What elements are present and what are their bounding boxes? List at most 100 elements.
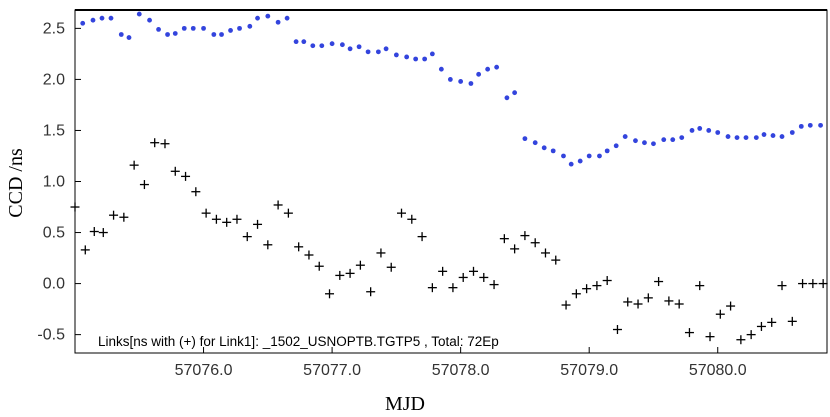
data-point <box>592 281 602 291</box>
data-point <box>301 39 307 45</box>
data-point <box>172 31 178 36</box>
data-point <box>438 266 448 276</box>
data-point <box>119 212 129 222</box>
data-point <box>325 289 335 299</box>
data-point <box>485 66 491 72</box>
data-point <box>150 138 160 148</box>
data-point <box>339 42 345 48</box>
data-point <box>468 81 474 86</box>
data-point <box>736 335 746 345</box>
data-point <box>458 272 468 282</box>
data-point <box>242 232 252 242</box>
x-tick-label: 57080.0 <box>689 362 747 379</box>
data-point <box>255 15 260 21</box>
data-point <box>684 328 694 338</box>
data-point <box>89 227 99 237</box>
data-point <box>335 270 345 280</box>
data-point <box>447 77 453 82</box>
data-point <box>689 128 695 133</box>
data-point <box>494 64 500 70</box>
data-point <box>661 137 667 143</box>
data-point <box>633 138 638 144</box>
data-point <box>181 25 187 31</box>
data-point <box>479 272 489 282</box>
y-tick-label: 0.5 <box>43 225 65 242</box>
y-tick-label: 0.0 <box>43 276 65 293</box>
data-point <box>90 17 96 23</box>
data-point <box>734 135 740 141</box>
data-point <box>489 280 499 290</box>
data-point <box>818 279 828 289</box>
y-axis-title: CCD /ns <box>5 148 27 218</box>
data-point <box>654 277 664 287</box>
data-point <box>355 260 365 270</box>
data-point <box>136 11 142 17</box>
data-point <box>126 35 132 40</box>
data-point <box>551 255 561 265</box>
data-point <box>201 25 206 31</box>
data-point <box>582 284 592 294</box>
x-axis-ticks: 57076.0 57077.0 57078.0 57079.0 57080.0 <box>175 347 747 379</box>
data-point <box>429 51 435 57</box>
data-point <box>201 208 211 218</box>
data-point <box>108 15 114 21</box>
data-point <box>818 122 823 128</box>
data-point <box>422 56 428 62</box>
data-point <box>697 126 703 131</box>
data-point <box>139 180 149 190</box>
data-point <box>468 266 478 276</box>
x-tick-label: 57076.0 <box>175 362 233 379</box>
data-point <box>679 135 685 141</box>
data-point <box>597 153 602 159</box>
data-point <box>571 289 581 299</box>
data-point <box>777 281 787 291</box>
data-point <box>476 71 482 77</box>
data-point <box>808 279 818 289</box>
data-point <box>304 250 314 260</box>
data-point <box>232 214 242 224</box>
data-point <box>530 238 540 248</box>
data-point <box>753 135 759 141</box>
data-point <box>294 242 304 252</box>
data-point <box>807 122 813 128</box>
data-point <box>376 248 386 258</box>
y-tick-label: 2.0 <box>43 71 65 88</box>
data-point <box>156 26 161 32</box>
data-point <box>191 187 201 197</box>
data-point <box>767 317 777 327</box>
data-point <box>643 293 653 303</box>
data-point <box>743 135 749 141</box>
x-tick-label: 57077.0 <box>303 362 361 379</box>
plot-background <box>75 10 827 353</box>
data-point <box>109 210 119 220</box>
data-point <box>345 268 355 278</box>
data-point <box>695 281 705 291</box>
data-point <box>80 245 90 255</box>
data-point <box>520 231 530 241</box>
data-point <box>602 276 612 286</box>
data-point <box>397 208 407 218</box>
data-point <box>129 160 139 170</box>
series-1 <box>80 11 823 167</box>
data-point <box>284 15 290 21</box>
y-axis-ticks: -0.5 0.0 0.5 1.0 1.5 2.0 2.5 <box>37 20 81 344</box>
data-point <box>99 15 105 21</box>
data-point <box>664 296 674 306</box>
data-point <box>393 52 399 58</box>
data-point <box>98 228 108 238</box>
data-point <box>577 158 583 164</box>
data-point <box>612 325 622 335</box>
data-point <box>118 32 124 37</box>
data-marks <box>70 11 828 345</box>
data-point <box>706 128 712 133</box>
y-tick-label: 1.0 <box>43 174 65 191</box>
data-point <box>770 133 776 138</box>
data-point <box>383 46 389 52</box>
data-point <box>633 299 643 309</box>
data-point <box>448 283 458 293</box>
data-point <box>413 56 419 62</box>
data-point <box>417 232 427 242</box>
data-point <box>211 214 221 224</box>
data-point <box>746 330 756 340</box>
